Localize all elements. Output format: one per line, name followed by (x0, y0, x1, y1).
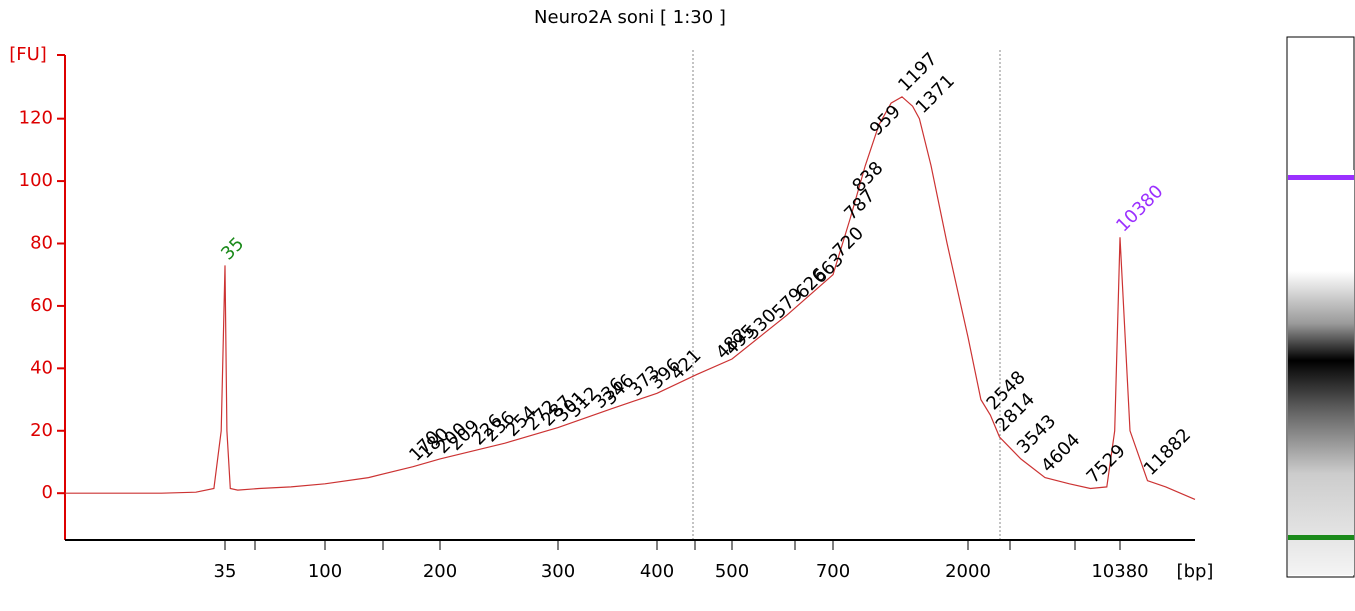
upper-marker-label: 10380 (1112, 181, 1167, 236)
gel-lower-band (1288, 535, 1354, 540)
y-tick-label: 120 (19, 108, 53, 129)
minor-ticks (254, 540, 1076, 550)
y-axis-label: [FU] (9, 44, 47, 65)
peak-label: 7529 (1083, 440, 1130, 487)
x-tick-label: 200 (423, 561, 457, 582)
gel-lane (1288, 170, 1354, 575)
x-tick-label: 2000 (945, 561, 991, 582)
y-tick-label: 20 (30, 420, 53, 441)
y-tick-label: 0 (42, 482, 53, 503)
x-tick-label: 400 (640, 561, 674, 582)
lower-marker-label: 35 (217, 233, 248, 264)
chart-title: Neuro2A soni [ 1:30 ] (534, 7, 726, 28)
y-tick-label: 40 (30, 357, 53, 378)
x-tick-label: 35 (214, 561, 237, 582)
x-tick-label: 500 (715, 561, 749, 582)
y-tick-label: 80 (30, 233, 53, 254)
trace (65, 96, 1196, 500)
x-tick-label: 100 (308, 561, 342, 582)
gel-upper-band (1288, 175, 1354, 180)
y-tick-label: 100 (19, 170, 53, 191)
peak-label: 11882 (1140, 424, 1195, 479)
peak-label: 959 (866, 101, 905, 140)
x-tick-label: 10380 (1091, 561, 1148, 582)
x-tick-label: 300 (541, 561, 575, 582)
peak-label: 838 (848, 158, 887, 197)
y-tick-label: 60 (30, 295, 53, 316)
x-axis-label: [bp] (1177, 561, 1214, 582)
x-tick-label: 700 (816, 561, 850, 582)
